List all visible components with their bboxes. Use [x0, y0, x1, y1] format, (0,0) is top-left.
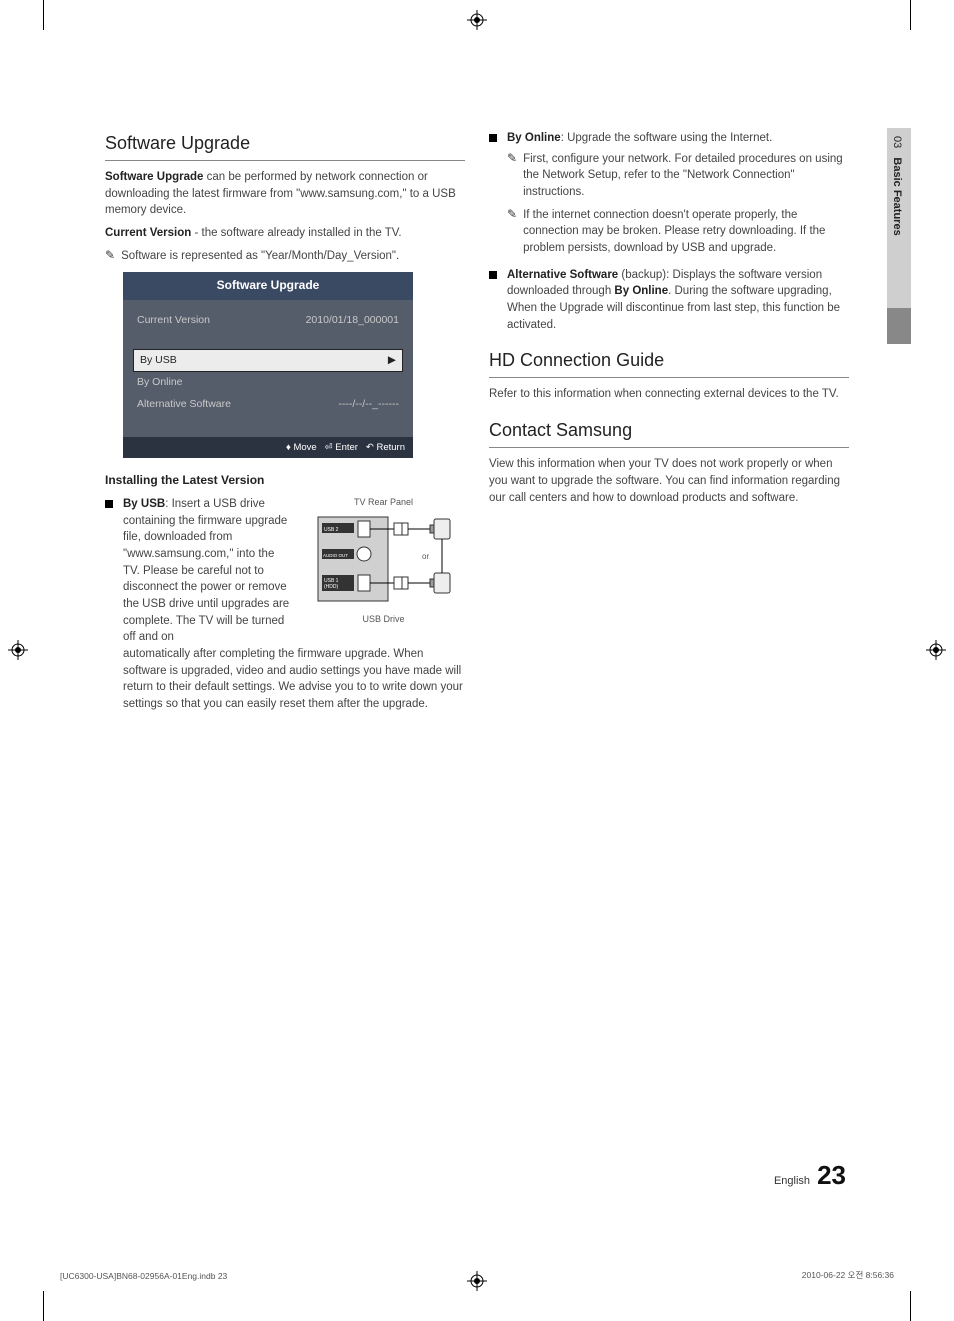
footer-enter: Enter — [335, 442, 358, 453]
osd-selected-row: By USB ▶ — [133, 349, 403, 372]
chapter-tab: 03 Basic Features — [887, 128, 911, 343]
enter-icon: ⏎ — [325, 442, 333, 453]
svg-text:AUDIO OUT: AUDIO OUT — [323, 553, 348, 558]
updown-icon: ♦ — [286, 442, 291, 453]
square-bullet-icon — [105, 500, 113, 508]
alt-bold2: By Online — [614, 285, 668, 297]
osd-title: Software Upgrade — [123, 272, 413, 299]
page-content: Software Upgrade Software Upgrade can be… — [105, 130, 849, 717]
left-column: Software Upgrade Software Upgrade can be… — [105, 130, 465, 717]
osd-menu: Software Upgrade Current Version 2010/01… — [123, 272, 413, 458]
note-icon: ✎ — [105, 248, 115, 262]
intro-paragraph: Software Upgrade can be performed by net… — [105, 169, 465, 219]
by-usb-rest1: : Insert a USB drive containing the firm… — [123, 498, 289, 643]
square-bullet-icon — [489, 134, 497, 142]
by-online-bold: By Online — [507, 132, 561, 144]
note-software-format: ✎ Software is represented as "Year/Month… — [105, 248, 465, 265]
fig-caption-bottom: USB Drive — [302, 613, 465, 626]
hd-text: Refer to this information when connectin… — [489, 386, 849, 403]
page-num-value: 23 — [817, 1160, 846, 1190]
intro-bold: Software Upgrade — [105, 171, 203, 183]
osd-by-online-row: By Online — [133, 372, 403, 393]
crop-mark — [910, 1291, 911, 1321]
square-bullet-icon — [489, 271, 497, 279]
by-online-bullet: By Online: Upgrade the software using th… — [489, 130, 849, 263]
footer-timestamp: 2010-06-22 오전 8:56:36 — [802, 1269, 894, 1281]
svg-text:or: or — [422, 552, 429, 561]
crop-mark — [43, 0, 44, 30]
osd-current-version-row: Current Version 2010/01/18_000001 — [133, 310, 403, 331]
crop-mark — [910, 0, 911, 30]
cv-bold: Current Version — [105, 227, 191, 239]
osd-footer: ♦ Move ⏎ Enter ↶ Return — [123, 437, 413, 459]
software-upgrade-heading: Software Upgrade — [105, 130, 465, 161]
svg-text:USB 2: USB 2 — [324, 527, 339, 533]
cv-rest: - the software already installed in the … — [191, 227, 401, 239]
by-usb-text: By USB: Insert a USB drive containing th… — [123, 496, 294, 646]
rear-panel-svg: USB 2 AUDIO OUT USB 1(HDD) or — [314, 509, 454, 609]
fig-caption-top: TV Rear Panel — [302, 496, 465, 509]
registration-mark-icon — [926, 640, 946, 660]
right-column: By Online: Upgrade the software using th… — [489, 130, 849, 717]
osd-sel-label: By USB — [140, 353, 177, 368]
page-lang: English — [774, 1175, 810, 1187]
note-a: First, configure your network. For detai… — [523, 151, 849, 201]
registration-mark-icon — [8, 640, 28, 660]
by-usb-bullet: By USB: Insert a USB drive containing th… — [105, 496, 465, 713]
contact-text: View this information when your TV does … — [489, 456, 849, 506]
tv-rear-panel-figure: TV Rear Panel USB 2 AUDIO OUT USB 1(HDD) — [302, 496, 465, 646]
by-usb-rest2: automatically after completing the firmw… — [123, 648, 463, 710]
by-usb-bold: By USB — [123, 498, 165, 510]
footer-return: Return — [376, 442, 405, 453]
return-icon: ↶ — [366, 442, 374, 453]
play-icon: ▶ — [388, 353, 396, 368]
svg-text:(HDD): (HDD) — [324, 584, 338, 590]
crop-mark — [43, 1291, 44, 1321]
osd-row-label: Alternative Software — [137, 397, 231, 412]
osd-row-value: ----/--/--_------ — [338, 397, 399, 412]
hd-connection-heading: HD Connection Guide — [489, 347, 849, 378]
chapter-title: Basic Features — [891, 157, 903, 235]
alt-bold: Alternative Software — [507, 269, 618, 281]
note-b: If the internet connection doesn't opera… — [523, 207, 849, 257]
registration-mark-icon — [467, 1271, 487, 1291]
registration-mark-icon — [467, 10, 487, 30]
chapter-number: 03 — [891, 136, 903, 148]
current-version-paragraph: Current Version - the software already i… — [105, 225, 465, 242]
note-icon: ✎ — [507, 207, 517, 257]
alternative-software-bullet: Alternative Software (backup): Displays … — [489, 267, 849, 334]
note-icon: ✎ — [507, 151, 517, 201]
page-number: English 23 — [774, 1160, 846, 1191]
osd-row-value: 2010/01/18_000001 — [306, 313, 399, 328]
osd-alt-software-row: Alternative Software ----/--/--_------ — [133, 394, 403, 415]
osd-row-label: By Online — [137, 375, 183, 390]
footer-move: Move — [293, 442, 316, 453]
note-text: Software is represented as "Year/Month/D… — [121, 248, 399, 265]
contact-samsung-heading: Contact Samsung — [489, 417, 849, 448]
installing-latest-subhead: Installing the Latest Version — [105, 472, 465, 489]
footer-filename: [UC6300-USA]BN68-02956A-01Eng.indb 23 — [60, 1271, 227, 1281]
osd-row-label: Current Version — [137, 313, 210, 328]
by-online-rest: : Upgrade the software using the Interne… — [561, 132, 773, 144]
